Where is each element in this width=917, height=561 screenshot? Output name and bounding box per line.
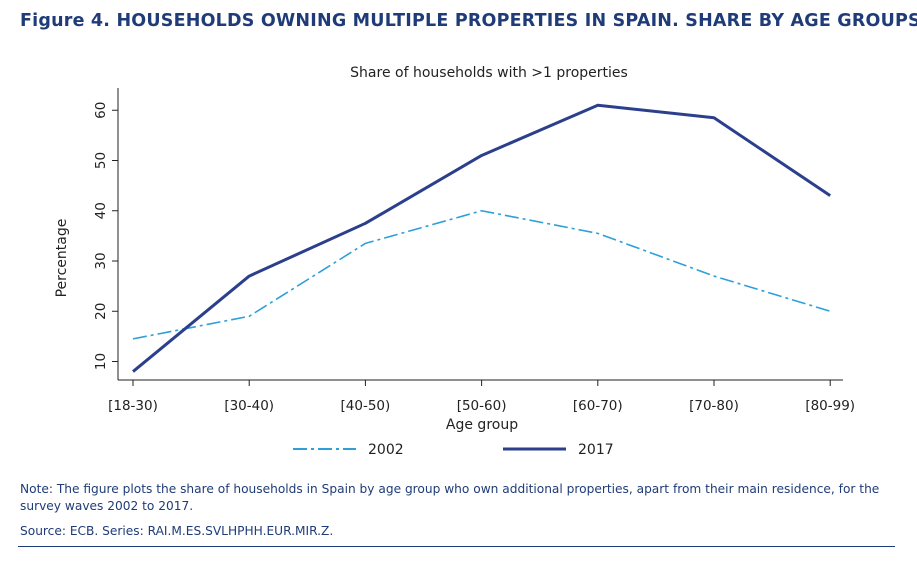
series-line-2017 bbox=[132, 103, 832, 373]
x-tick-label: [60-70) bbox=[573, 398, 623, 414]
y-tick-label: 60 bbox=[93, 102, 109, 119]
y-tick-label: 50 bbox=[93, 152, 109, 169]
series-line-2002 bbox=[132, 209, 831, 340]
line-chart: Share of households with >1 properties 1… bbox=[54, 65, 855, 458]
y-tick-label: 30 bbox=[93, 252, 109, 269]
x-axis-label: Age group bbox=[446, 417, 518, 433]
legend-label-2002: 2002 bbox=[368, 442, 404, 458]
x-tick-label: [18-30) bbox=[108, 398, 158, 414]
y-axis-ticks: 10 20 30 40 50 60 bbox=[93, 102, 118, 370]
figure-source: Source: ECB. Series: RAI.M.ES.SVLHPHH.EU… bbox=[20, 524, 334, 538]
x-tick-label: [80-99) bbox=[805, 398, 855, 414]
y-tick-label: 20 bbox=[93, 303, 109, 320]
x-tick-label: [70-80) bbox=[689, 398, 739, 414]
x-tick-label: [30-40) bbox=[224, 398, 274, 414]
y-tick-label: 10 bbox=[93, 353, 109, 370]
figure-note: Note: The figure plots the share of hous… bbox=[20, 482, 880, 513]
legend-label-2017: 2017 bbox=[578, 442, 614, 458]
series-layer bbox=[132, 103, 832, 373]
bottom-rule bbox=[18, 546, 895, 547]
y-tick-label: 40 bbox=[93, 202, 109, 219]
x-tick-label: [40-50) bbox=[341, 398, 391, 414]
x-tick-label: [50-60) bbox=[457, 398, 507, 414]
chart-title: Share of households with >1 properties bbox=[350, 65, 628, 81]
y-axis-label: Percentage bbox=[54, 219, 70, 298]
x-axis-ticks: [18-30) [30-40) [40-50) [50-60) [60-70) [70-8… bbox=[108, 380, 855, 414]
figure-title: Figure 4. HOUSEHOLDS OWNING MULTIPLE PRO… bbox=[20, 11, 917, 31]
legend: 2002 2017 bbox=[293, 442, 614, 458]
